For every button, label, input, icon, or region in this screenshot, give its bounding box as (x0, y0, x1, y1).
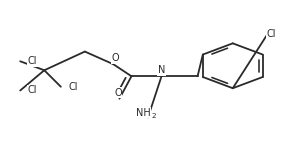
Text: NH: NH (136, 108, 151, 118)
Text: Cl: Cl (28, 85, 37, 95)
Text: 2: 2 (151, 113, 156, 119)
Text: Cl: Cl (68, 82, 78, 92)
Text: O: O (114, 88, 122, 98)
Text: Cl: Cl (266, 29, 276, 39)
Text: O: O (111, 53, 119, 63)
Text: Cl: Cl (28, 56, 37, 66)
Text: N: N (158, 65, 165, 75)
